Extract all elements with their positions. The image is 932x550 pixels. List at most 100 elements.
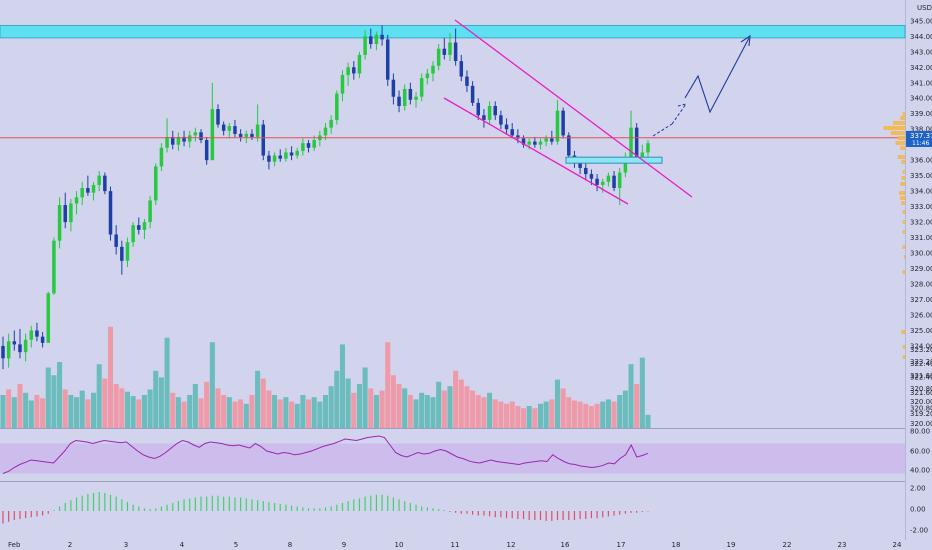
volume-bar [583, 403, 589, 428]
candle-body [295, 150, 299, 156]
candle-body [634, 127, 639, 158]
histogram-axis-tick-label: 2.00 [910, 485, 926, 493]
volume-bar [0, 395, 6, 428]
candle-body [35, 330, 39, 337]
candle-body [323, 127, 328, 136]
volume-bar [187, 395, 193, 428]
volume-bar [532, 408, 538, 428]
candle-body [57, 205, 62, 241]
candle-body [216, 109, 220, 125]
volume-bar [305, 399, 312, 428]
volume-profile-bar [901, 330, 905, 334]
volume-profile-bar [903, 255, 905, 259]
candle-body [312, 140, 316, 148]
candle-body [600, 181, 605, 185]
candle-body [357, 54, 362, 74]
volume-bar [34, 395, 40, 428]
volume-bar [475, 395, 481, 428]
volume-bar [407, 395, 413, 428]
histogram-axis-tick-label: 0.00 [910, 506, 926, 514]
volume-profile-bar [902, 270, 905, 274]
candle-body [459, 61, 464, 77]
volume-bar [504, 403, 510, 428]
candle-body [335, 93, 339, 120]
candle-body [18, 344, 22, 353]
candle-body [250, 133, 254, 137]
volume-bar [356, 384, 362, 428]
candle-body [80, 188, 84, 198]
volume-bar [11, 397, 17, 428]
volume-bar [40, 398, 46, 428]
price-axis-tick-label: 339.00 [910, 110, 932, 118]
candle-body [301, 143, 305, 151]
volume-bar [289, 401, 295, 428]
oscillator-axis-tick-label: 80.00 [910, 428, 930, 436]
volume-bar [441, 390, 447, 428]
candle-body [448, 42, 452, 55]
volume-bar [136, 399, 142, 428]
candle-body [306, 143, 311, 148]
volume-bar [611, 401, 617, 428]
volume-profile-bar [900, 182, 905, 186]
volume-bar [249, 395, 255, 428]
candle-body [1, 345, 5, 359]
volume-bar [74, 397, 80, 428]
candle-body [352, 67, 356, 74]
volume-bar [243, 403, 249, 428]
volume-bar [170, 392, 176, 428]
volume-bar [198, 398, 204, 428]
volume-bar [317, 401, 323, 428]
volume-bar [221, 395, 227, 428]
candle-body [374, 34, 379, 45]
candle-body [397, 96, 401, 106]
volume-bar [232, 401, 238, 428]
volume-profile-bar [902, 112, 905, 116]
volume-profile-bar [902, 220, 905, 224]
candle-body [233, 126, 237, 134]
candle-body [584, 167, 588, 175]
volume-bar [526, 406, 532, 428]
volume-bar [181, 401, 187, 428]
candle-body [369, 36, 373, 45]
volume-bar [141, 395, 147, 428]
volume-bar [79, 390, 85, 428]
volume-profile-bar [902, 345, 905, 349]
volume-bar [124, 391, 131, 428]
volume-bar [543, 401, 549, 428]
volume-bar [339, 344, 346, 428]
volume-bar [334, 370, 340, 428]
volume-profile-bar [899, 191, 905, 195]
time-axis-tick-label: 12 [507, 541, 516, 549]
volume-profile-bar [897, 155, 905, 159]
candle-body [103, 175, 107, 192]
volume-bar [498, 401, 504, 428]
price-axis-tick-label: 329.00 [910, 265, 932, 273]
candle-body [86, 188, 90, 193]
time-axis-tick-label: 18 [672, 541, 681, 549]
candle-body [385, 39, 390, 80]
volume-bar [158, 377, 164, 428]
price-axis-tick-label: 343.00 [910, 48, 932, 56]
price-axis-tick-label: 320.80 [910, 385, 932, 393]
candle-body [623, 157, 628, 173]
volume-bar [23, 392, 29, 428]
candle-body [108, 191, 113, 235]
candle-body [289, 152, 294, 156]
candle-body [238, 133, 243, 137]
candle-body [504, 124, 509, 130]
volume-bar [300, 395, 306, 428]
volume-bar [571, 400, 577, 428]
volume-bar [130, 396, 136, 428]
volume-bar [588, 406, 594, 428]
candle-body [131, 225, 135, 243]
candle-body [193, 132, 198, 136]
volume-bar [102, 378, 108, 428]
volume-bar [549, 399, 555, 428]
oscillator-axis-tick-label: 40.00 [910, 467, 930, 475]
volume-profile-bar [897, 136, 905, 140]
volume-bar [639, 357, 645, 428]
candle-body [419, 78, 424, 97]
volume-bar [204, 381, 210, 428]
